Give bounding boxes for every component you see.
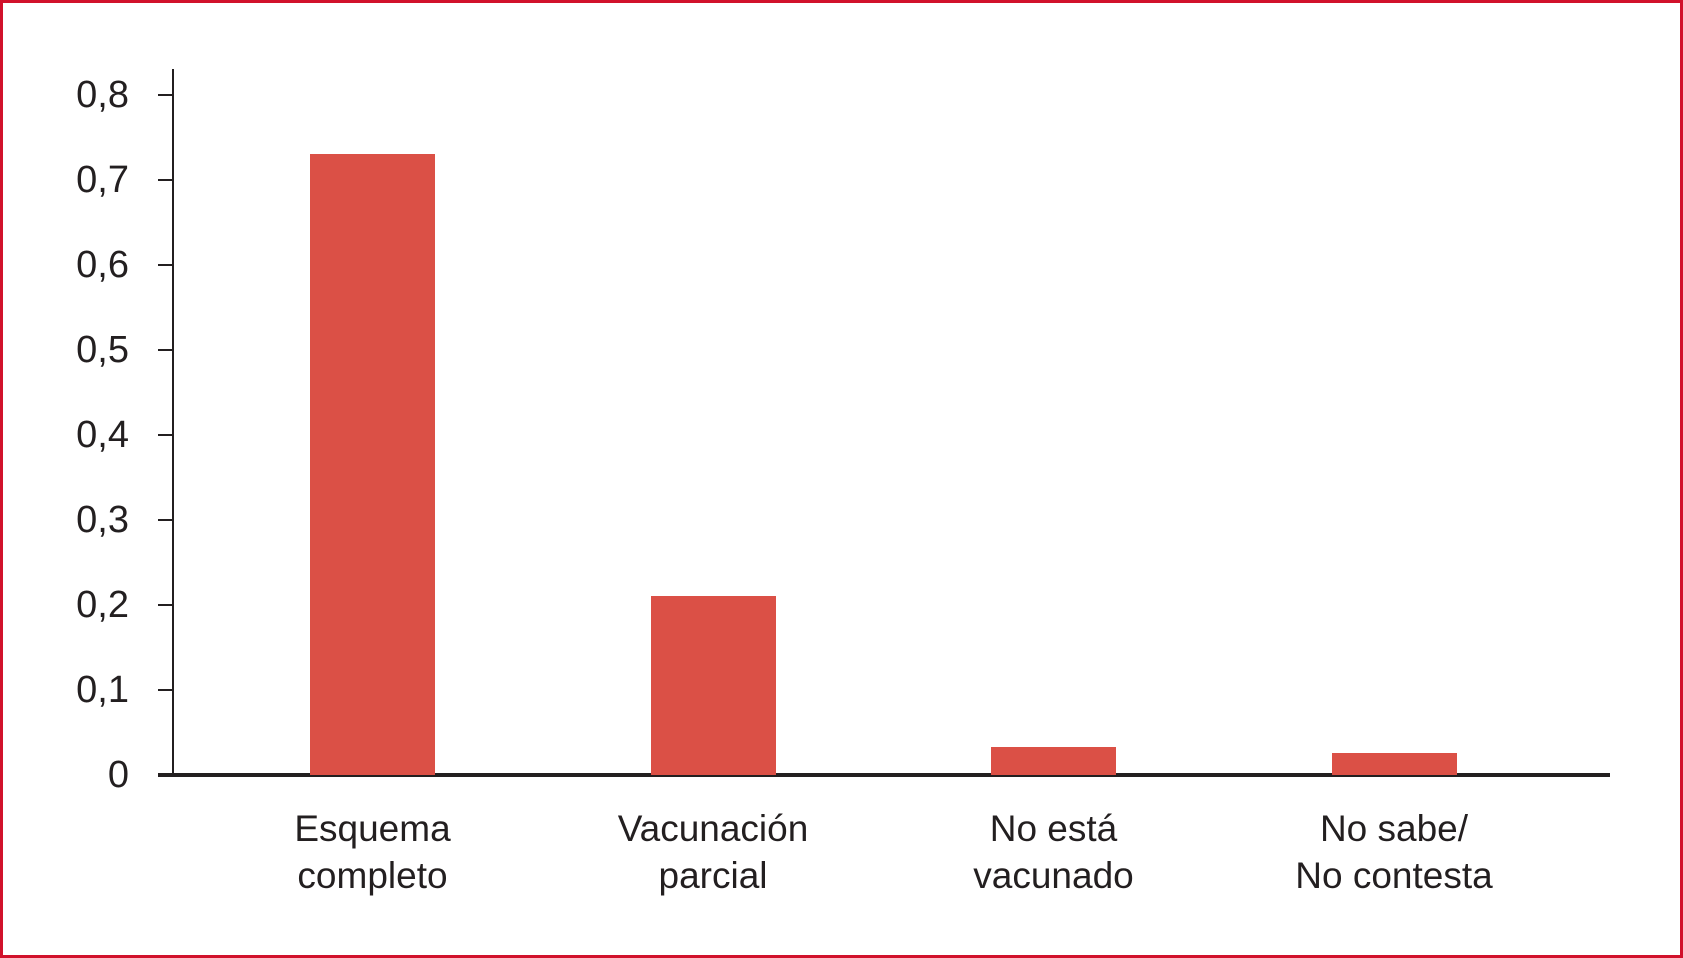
category-label-3: No sabe/ No contesta <box>1295 808 1493 896</box>
y-axis-tick <box>158 349 172 351</box>
y-axis-tick-label: 0 <box>107 754 129 796</box>
y-axis-tick-label: 0,6 <box>76 244 129 286</box>
y-axis-tick-label: 0,3 <box>76 499 129 541</box>
bar-chart: 0 0,1 0,2 0,3 0,4 0,5 0,6 0,7 0,8 Esquema comple… <box>3 3 1680 955</box>
bar-1 <box>650 596 776 775</box>
bar-0 <box>310 154 435 775</box>
y-axis-tick <box>158 689 172 691</box>
x-axis-line <box>158 773 1610 777</box>
y-axis-tick <box>158 604 172 606</box>
bar-3 <box>1331 753 1457 775</box>
y-axis-tick-label: 0,8 <box>76 74 129 116</box>
y-axis-tick <box>158 434 172 436</box>
y-axis-tick <box>158 519 172 521</box>
y-axis-tick <box>158 264 172 266</box>
y-axis-tick-label: 0,4 <box>76 414 129 456</box>
y-axis-line <box>172 69 174 777</box>
y-axis-tick <box>158 94 172 96</box>
y-axis-tick-label: 0,2 <box>76 584 129 626</box>
y-axis-tick-label: 0,5 <box>76 329 129 371</box>
category-label-0: Esquema completo <box>294 808 451 896</box>
bar-2 <box>991 747 1116 775</box>
category-label-1: Vacunación parcial <box>617 808 809 896</box>
y-axis-tick <box>158 179 172 181</box>
y-axis-tick-label: 0,7 <box>76 159 129 201</box>
category-label-2: No está vacunado <box>973 808 1134 896</box>
y-axis-tick-label: 0,1 <box>76 669 129 711</box>
